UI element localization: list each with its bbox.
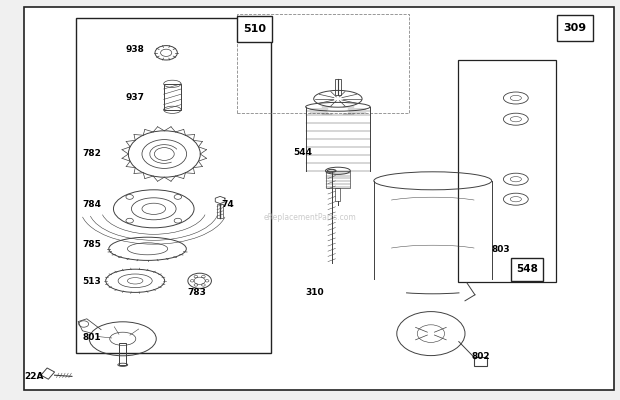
Bar [335,188,340,201]
Bar [335,79,341,95]
Text: 801: 801 [82,334,101,342]
Bar [217,204,223,218]
Bar [119,343,126,365]
Text: 22A: 22A [24,372,44,381]
Bar [511,258,543,281]
Bar [474,357,487,366]
Text: 74: 74 [222,200,234,209]
Bar [237,14,409,113]
Text: 938: 938 [126,46,144,54]
Text: 548: 548 [516,264,538,274]
Text: 310: 310 [306,288,324,297]
Text: 785: 785 [82,240,101,249]
Text: 309: 309 [563,23,587,33]
Text: 510: 510 [243,24,266,34]
Text: 513: 513 [82,278,101,286]
Bar [557,15,593,41]
Text: 937: 937 [126,94,144,102]
Bar [326,171,350,188]
Bar [76,18,271,353]
Bar [237,16,272,42]
Text: eReplacementParts.com: eReplacementParts.com [264,214,356,222]
Bar [164,84,181,110]
Text: 783: 783 [188,288,206,297]
Text: 784: 784 [82,200,101,209]
Text: 782: 782 [82,150,101,158]
Text: 802: 802 [471,352,490,361]
Text: 803: 803 [492,246,510,254]
Bar [458,60,556,282]
Text: 544: 544 [293,148,312,157]
